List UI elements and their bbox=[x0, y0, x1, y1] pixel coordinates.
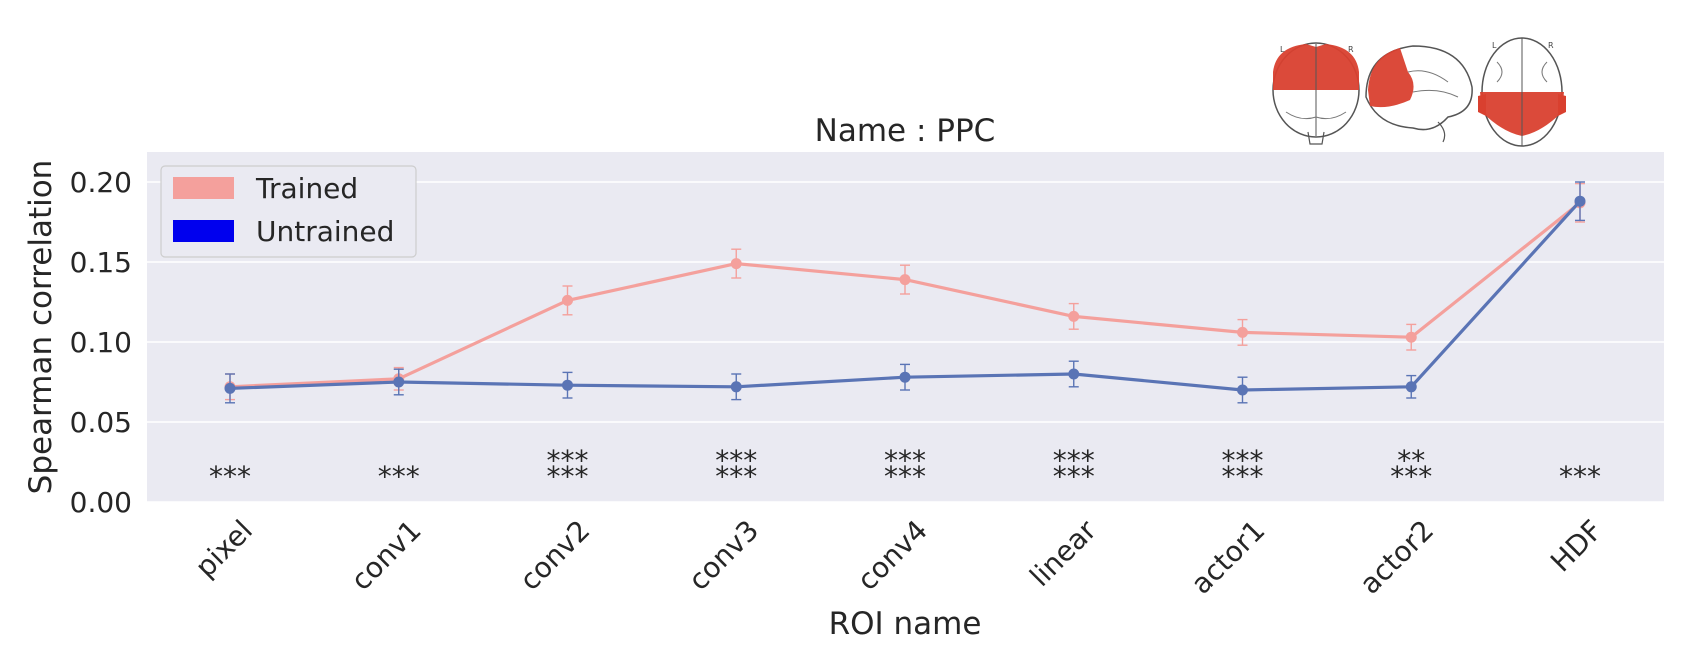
data-point bbox=[562, 379, 573, 391]
svg-text:L: L bbox=[1280, 45, 1285, 54]
significance-marker: *** bbox=[547, 460, 589, 493]
significance-marker: ** bbox=[1397, 444, 1425, 477]
x-tick-label: conv4 bbox=[851, 514, 934, 597]
legend-label-trained: Trained bbox=[255, 172, 358, 205]
legend: Trained Untrained bbox=[160, 165, 417, 258]
svg-text:R: R bbox=[1548, 41, 1554, 50]
x-axis-label: ROI name bbox=[829, 606, 982, 642]
data-point bbox=[730, 381, 742, 393]
y-tick-label: 0.00 bbox=[70, 486, 132, 519]
x-tick-label: actor2 bbox=[1353, 514, 1440, 601]
data-point bbox=[1237, 384, 1248, 396]
legend-label-untrained: Untrained bbox=[256, 215, 394, 248]
chart-title: Name : PPC bbox=[815, 113, 996, 149]
data-point bbox=[899, 371, 911, 383]
y-tick-label: 0.20 bbox=[70, 166, 132, 199]
data-point bbox=[899, 274, 911, 286]
data-point bbox=[224, 382, 236, 394]
x-tick-labels: pixel conv1 conv2 conv3 conv4 linear actor1 act… bbox=[189, 513, 1609, 600]
series-layer bbox=[224, 181, 1586, 404]
x-tick-label: conv3 bbox=[682, 514, 765, 597]
data-point bbox=[1068, 368, 1080, 380]
data-point bbox=[1405, 331, 1417, 343]
x-tick-label: HDF bbox=[1544, 514, 1609, 579]
significance-marker: *** bbox=[715, 444, 757, 477]
significance-marker: *** bbox=[715, 460, 757, 493]
significance-marker: *** bbox=[378, 460, 420, 493]
significance-marker: *** bbox=[884, 444, 926, 477]
brain-inset-icon: L R L R bbox=[1272, 37, 1566, 147]
significance-marker: *** bbox=[884, 460, 926, 493]
y-tick-label: 0.15 bbox=[70, 246, 132, 279]
x-tick-label: conv2 bbox=[513, 514, 596, 597]
significance-marker: *** bbox=[547, 444, 589, 477]
legend-swatch-untrained bbox=[173, 220, 234, 242]
svg-text:R: R bbox=[1348, 45, 1354, 54]
y-tick-labels: 0.00 0.05 0.10 0.15 0.20 bbox=[70, 166, 132, 519]
data-point bbox=[1574, 195, 1586, 207]
significance-marker: *** bbox=[1390, 460, 1432, 493]
significance-markers: *** *** ****** ****** ****** ****** ****** ****… bbox=[209, 444, 1601, 493]
x-tick-label: actor1 bbox=[1184, 514, 1271, 601]
significance-marker: *** bbox=[209, 460, 251, 493]
significance-marker: *** bbox=[1222, 444, 1264, 477]
legend-swatch-trained bbox=[173, 177, 234, 199]
significance-marker: *** bbox=[1053, 444, 1095, 477]
x-tick-label: pixel bbox=[189, 514, 259, 584]
significance-marker: *** bbox=[1222, 460, 1264, 493]
y-tick-label: 0.05 bbox=[70, 406, 132, 439]
y-tick-label: 0.10 bbox=[70, 326, 132, 359]
x-tick-label: linear bbox=[1023, 513, 1103, 593]
data-point bbox=[1405, 381, 1417, 393]
data-point bbox=[1068, 310, 1080, 322]
svg-text:L: L bbox=[1492, 41, 1497, 50]
data-point bbox=[393, 376, 405, 388]
data-point bbox=[1237, 326, 1248, 338]
series-untrained bbox=[224, 181, 1586, 404]
y-axis-label: Spearman correlation bbox=[23, 160, 59, 495]
data-point bbox=[730, 258, 742, 270]
significance-marker: *** bbox=[1559, 460, 1601, 493]
x-tick-label: conv1 bbox=[345, 514, 428, 597]
significance-marker: *** bbox=[1053, 460, 1095, 493]
data-point bbox=[562, 294, 573, 306]
